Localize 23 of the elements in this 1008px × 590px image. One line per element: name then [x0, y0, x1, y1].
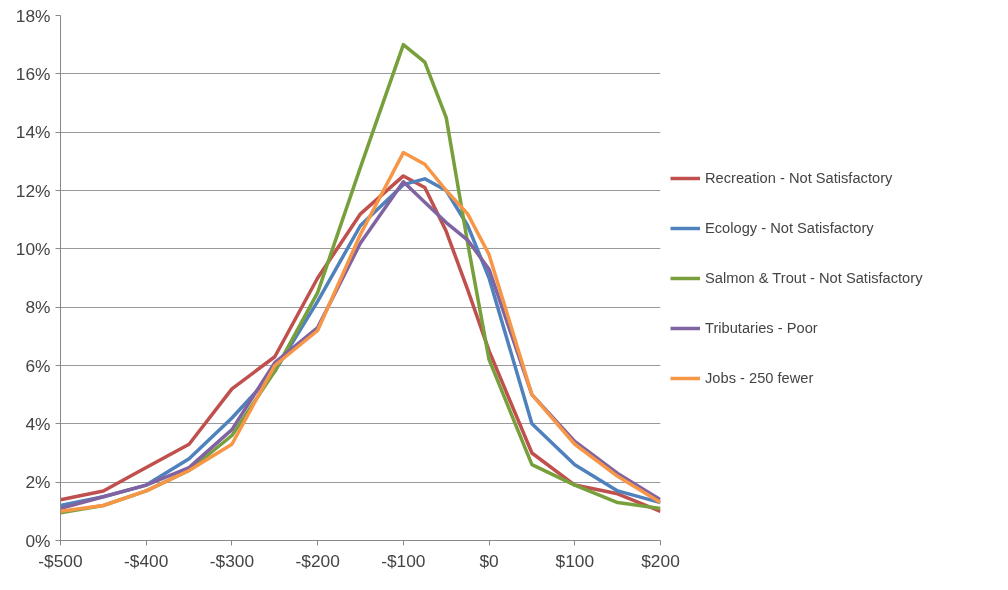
legend-label: Ecology - Not Satisfactory — [705, 219, 874, 236]
x-tick-label: -$100 — [381, 550, 426, 571]
legend-label: Tributaries - Poor — [705, 319, 818, 336]
x-tick-label: -$400 — [124, 550, 169, 571]
y-tick-label: 6% — [25, 355, 51, 376]
x-tick-label: $200 — [641, 550, 680, 571]
y-tick-label: 8% — [25, 297, 51, 318]
y-tick-label: 10% — [15, 238, 51, 259]
x-tick-label: -$200 — [295, 550, 340, 571]
y-tick-label: 0% — [25, 530, 51, 551]
legend-label: Recreation - Not Satisfactory — [705, 169, 893, 186]
y-tick-label: 18% — [15, 5, 51, 26]
x-tick-label: $100 — [555, 550, 595, 571]
y-tick-label: 12% — [15, 180, 51, 201]
x-tick-label: $0 — [479, 550, 499, 571]
legend-label: Salmon & Trout - Not Satisfactory — [705, 269, 923, 286]
legend-label: Jobs - 250 fewer — [705, 369, 814, 386]
y-tick-label: 2% — [25, 472, 51, 493]
y-tick-label: 4% — [25, 413, 51, 434]
x-tick-label: -$500 — [38, 550, 83, 571]
y-tick-label: 16% — [15, 63, 51, 84]
y-tick-label: 14% — [15, 122, 51, 143]
x-tick-label: -$300 — [209, 550, 255, 571]
